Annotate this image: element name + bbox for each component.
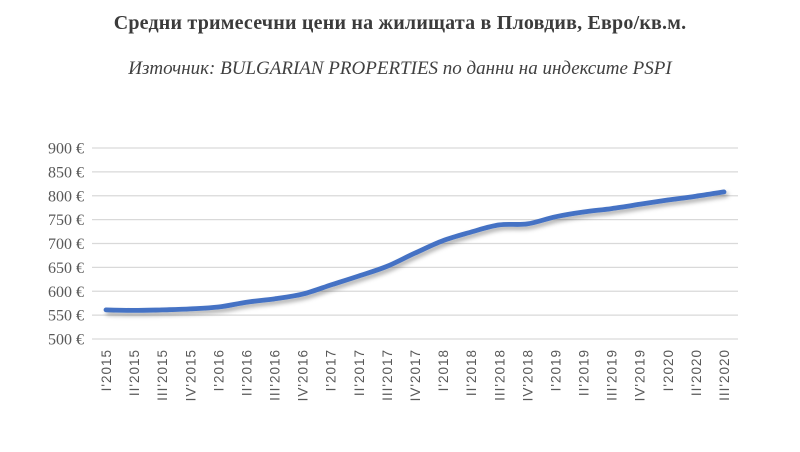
- x-tick-label: IV'2015: [183, 349, 198, 401]
- x-tick-label: II'2018: [464, 349, 479, 396]
- x-tick-label: II'2015: [127, 349, 142, 396]
- y-tick-label: 600 €: [48, 284, 84, 301]
- y-tick-label: 550 €: [48, 308, 84, 325]
- x-axis-tick-labels: I'2015 II'2015 III'2015 IV'2015 I'2016 II'201…: [99, 349, 732, 401]
- x-tick-label: IV'2016: [296, 349, 311, 401]
- y-tick-label: 500 €: [48, 332, 84, 349]
- x-tick-label: II'2019: [577, 349, 592, 396]
- x-tick-label: II'2017: [352, 349, 367, 396]
- data-series: [103, 189, 727, 313]
- chart-title: Средни тримесечни цени на жилищата в Пло…: [113, 12, 687, 34]
- y-axis-tick-labels: 500 € 550 € 600 € 650 € 700 € 750 € 800 € 850 €…: [48, 141, 84, 349]
- y-tick-label: 850 €: [48, 164, 84, 181]
- x-tick-label: I'2016: [211, 349, 226, 391]
- y-tick-label: 650 €: [48, 260, 84, 277]
- x-tick-label: II'2016: [240, 349, 255, 396]
- chart-subtitle: Източник: BULGARIAN PROPERTIES по данни …: [128, 58, 672, 79]
- x-tick-label: IV'2019: [633, 349, 648, 401]
- x-tick-label: I'2019: [548, 349, 563, 391]
- x-tick-label: IV'2017: [408, 349, 423, 401]
- x-tick-label: I'2018: [436, 349, 451, 391]
- x-tick-label: III'2018: [492, 349, 507, 401]
- price-line: [103, 189, 727, 313]
- x-tick-label: II'2020: [689, 349, 704, 396]
- x-tick-label: III'2015: [155, 349, 170, 401]
- x-tick-label: III'2020: [717, 349, 732, 401]
- x-tick-label: III'2017: [380, 349, 395, 401]
- x-tick-label: I'2017: [324, 349, 339, 391]
- x-tick-label: I'2015: [99, 349, 114, 391]
- x-tick-label: III'2016: [268, 349, 283, 401]
- y-tick-label: 800 €: [48, 188, 84, 205]
- x-tick-label: III'2019: [605, 349, 620, 401]
- y-tick-label: 900 €: [48, 141, 84, 158]
- y-tick-label: 750 €: [48, 212, 84, 229]
- x-tick-label: I'2020: [661, 349, 676, 391]
- y-tick-label: 700 €: [48, 236, 84, 253]
- gridlines: [92, 147, 738, 340]
- x-tick-label: IV'2018: [520, 349, 535, 401]
